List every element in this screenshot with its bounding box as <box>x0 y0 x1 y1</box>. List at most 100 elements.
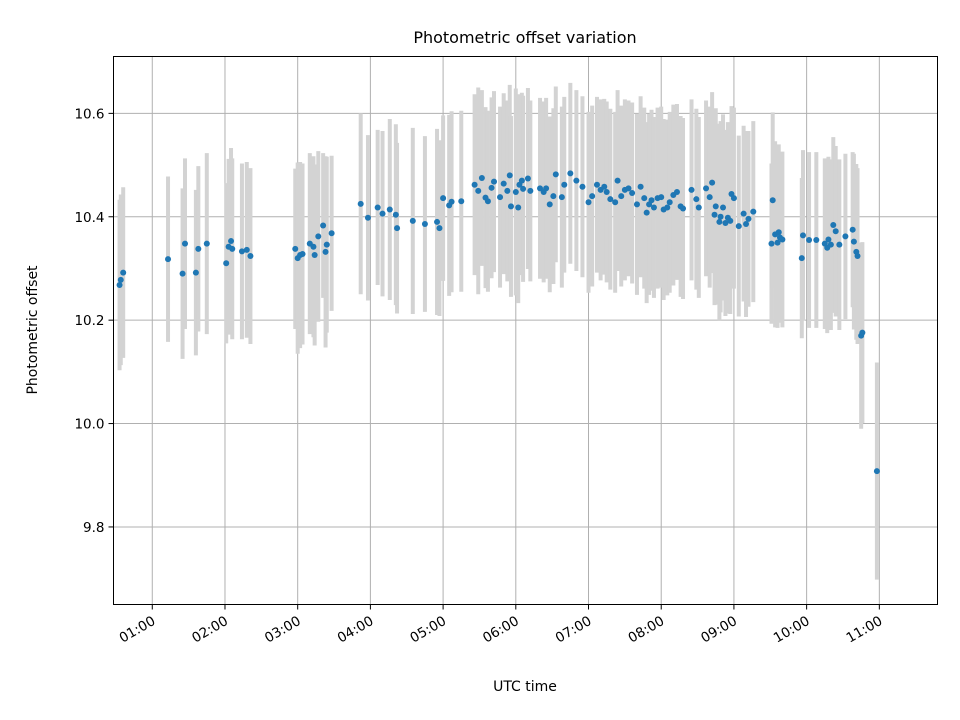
data-point <box>328 230 335 237</box>
data-point <box>524 175 531 182</box>
data-point <box>507 203 514 210</box>
data-point <box>448 198 455 205</box>
data-point <box>775 229 782 236</box>
data-point <box>434 218 441 225</box>
y-tick-label: 9.8 <box>83 520 104 536</box>
data-point <box>601 183 608 190</box>
data-point <box>735 223 742 230</box>
data-points <box>116 170 880 475</box>
y-axis-label: Photometric offset <box>25 265 41 395</box>
data-point <box>558 194 565 201</box>
data-point <box>854 253 861 260</box>
data-point <box>607 196 614 203</box>
data-point <box>458 198 465 205</box>
data-point <box>711 211 718 218</box>
y-tick-label: 10.6 <box>74 106 104 122</box>
data-point <box>585 199 592 206</box>
data-point <box>603 188 610 195</box>
data-point <box>750 208 757 215</box>
data-point <box>243 246 250 253</box>
data-point <box>614 177 621 184</box>
data-point <box>195 245 202 252</box>
data-point <box>849 226 856 233</box>
data-point <box>520 185 527 192</box>
y-tick-label: 10.0 <box>74 417 104 433</box>
data-point <box>527 187 534 194</box>
data-point <box>637 183 644 190</box>
data-point <box>650 204 657 211</box>
data-point <box>813 237 820 244</box>
data-point <box>658 194 665 201</box>
data-point <box>573 177 580 184</box>
data-point <box>688 186 695 193</box>
data-point <box>625 185 632 192</box>
data-point <box>730 195 737 202</box>
data-point <box>769 197 776 204</box>
data-point <box>357 200 364 207</box>
data-point <box>490 178 497 185</box>
plot-frame <box>113 56 938 605</box>
data-point <box>436 225 443 232</box>
data-point <box>774 239 781 246</box>
data-point <box>680 205 687 212</box>
data-point <box>799 232 806 239</box>
data-point <box>666 199 673 206</box>
data-point <box>859 329 866 336</box>
data-point <box>181 240 188 247</box>
data-point <box>311 252 318 259</box>
data-point <box>512 188 519 195</box>
data-point <box>228 238 235 245</box>
data-point <box>379 210 386 217</box>
data-point <box>292 245 299 252</box>
data-point <box>179 270 186 277</box>
data-point <box>743 221 750 228</box>
data-point <box>546 201 553 208</box>
data-point <box>695 204 702 211</box>
data-point <box>798 255 805 262</box>
data-point <box>320 222 327 229</box>
data-point <box>664 204 671 211</box>
data-point <box>836 241 843 248</box>
data-point <box>593 181 600 188</box>
data-point <box>550 193 557 200</box>
data-point <box>693 196 700 203</box>
data-point <box>633 201 640 208</box>
data-point <box>648 197 655 204</box>
data-point <box>488 184 495 191</box>
data-point <box>740 210 747 217</box>
data-point <box>229 245 236 252</box>
data-point <box>117 276 124 283</box>
data-point <box>323 241 330 248</box>
data-point <box>165 256 172 263</box>
data-point <box>120 269 127 276</box>
data-point <box>440 195 447 202</box>
data-point <box>543 185 550 192</box>
y-axis-ticks: 9.8 10.0 10.2 10.4 10.6 <box>74 106 114 536</box>
data-point <box>484 198 491 205</box>
data-point <box>579 183 586 190</box>
data-point <box>322 248 329 255</box>
data-point <box>497 194 504 201</box>
data-point <box>825 236 832 243</box>
data-point <box>712 203 719 210</box>
data-point <box>116 282 123 289</box>
data-point <box>806 237 813 244</box>
data-point <box>500 180 507 187</box>
data-point <box>561 181 568 188</box>
data-point <box>392 211 399 218</box>
data-point <box>850 238 857 245</box>
data-point <box>873 468 880 475</box>
data-point <box>223 260 230 267</box>
y-tick-label: 10.2 <box>74 313 104 329</box>
data-point <box>299 250 306 257</box>
data-point <box>310 243 317 250</box>
data-point <box>779 236 786 243</box>
data-point <box>374 204 381 211</box>
data-point <box>421 221 428 228</box>
data-point <box>830 222 837 229</box>
data-point <box>192 269 199 276</box>
data-point <box>386 206 393 213</box>
data-point <box>703 185 710 192</box>
data-point <box>364 214 371 221</box>
